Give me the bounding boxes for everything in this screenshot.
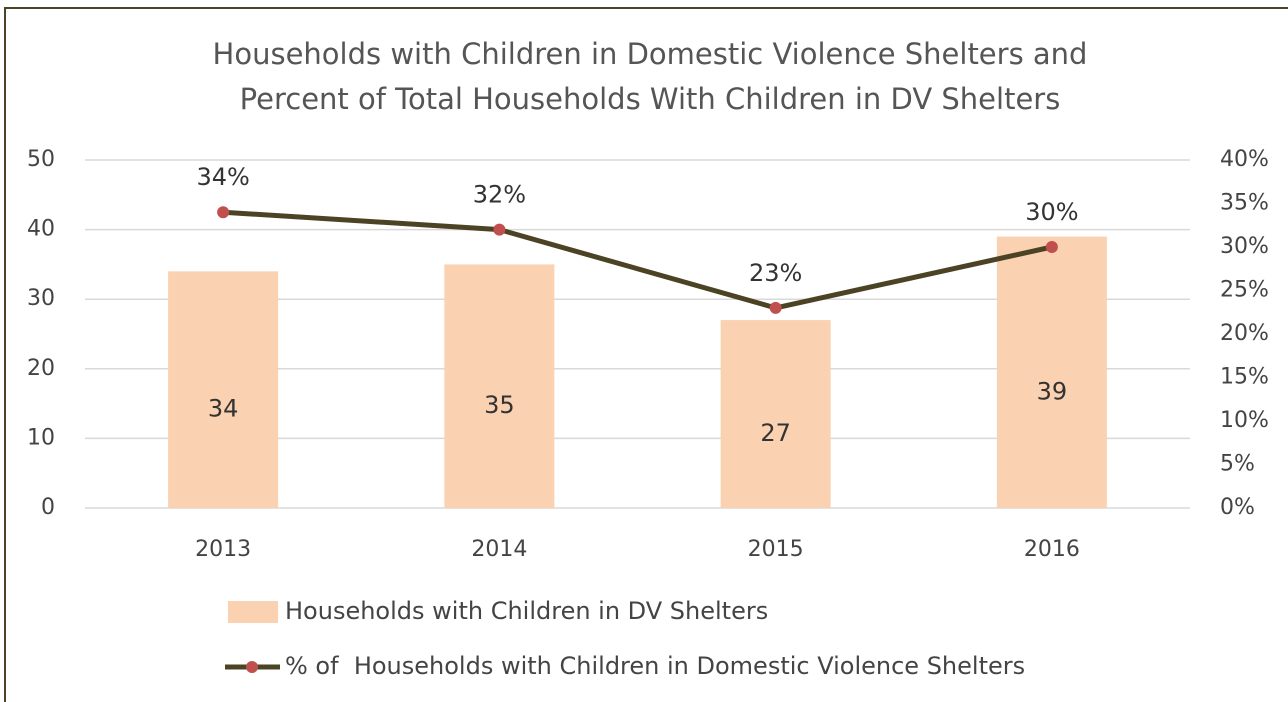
line-value-label: 23% xyxy=(749,259,802,287)
y2-tick-label: 10% xyxy=(1220,408,1269,433)
y-tick-label: 20 xyxy=(27,356,55,381)
line-value-label: 30% xyxy=(1025,198,1078,226)
bar xyxy=(168,271,279,508)
y2-tick-label: 0% xyxy=(1220,495,1255,520)
y-tick-label: 10 xyxy=(27,425,55,450)
y2-tick-label: 15% xyxy=(1220,365,1269,390)
line-value-label: 32% xyxy=(473,181,526,209)
line xyxy=(222,209,1053,311)
y-tick-label: 40 xyxy=(27,217,55,242)
y-tick-label: 30 xyxy=(27,286,55,311)
line-marker xyxy=(769,301,782,314)
y-tick-label: 50 xyxy=(27,147,55,172)
bar xyxy=(996,236,1107,508)
y2-tick-label: 35% xyxy=(1220,191,1269,216)
chart-title: Households with Children in Domestic Vio… xyxy=(213,37,1088,71)
x-tick-label: 2013 xyxy=(195,537,251,562)
chart-title: Percent of Total Households With Childre… xyxy=(240,82,1061,116)
bar xyxy=(720,320,831,508)
legend-marker xyxy=(246,661,258,673)
legend-label: Households with Children in DV Shelters xyxy=(285,597,768,625)
legend-label: % of Households with Children in Domesti… xyxy=(285,652,1025,680)
bar-value-label: 34 xyxy=(208,395,239,423)
frame xyxy=(4,7,1288,702)
y2-tick-label: 40% xyxy=(1220,147,1269,172)
bar-value-label: 35 xyxy=(484,391,515,419)
y2-tick-label: 5% xyxy=(1220,452,1255,477)
legend-swatch xyxy=(228,601,278,623)
x-tick-label: 2015 xyxy=(748,537,804,562)
y2-tick-label: 20% xyxy=(1220,321,1269,346)
line-marker xyxy=(217,206,230,219)
y-tick-label: 0 xyxy=(41,495,55,520)
y2-tick-label: 25% xyxy=(1220,278,1269,303)
x-tick-label: 2016 xyxy=(1024,537,1080,562)
line-value-label: 34% xyxy=(196,163,249,191)
x-tick-label: 2014 xyxy=(471,537,527,562)
line-marker xyxy=(493,223,506,236)
bar-value-label: 27 xyxy=(760,419,791,447)
bar-value-label: 39 xyxy=(1037,377,1068,405)
y2-tick-label: 30% xyxy=(1220,234,1269,259)
bar xyxy=(444,264,555,508)
line-marker xyxy=(1045,241,1058,253)
